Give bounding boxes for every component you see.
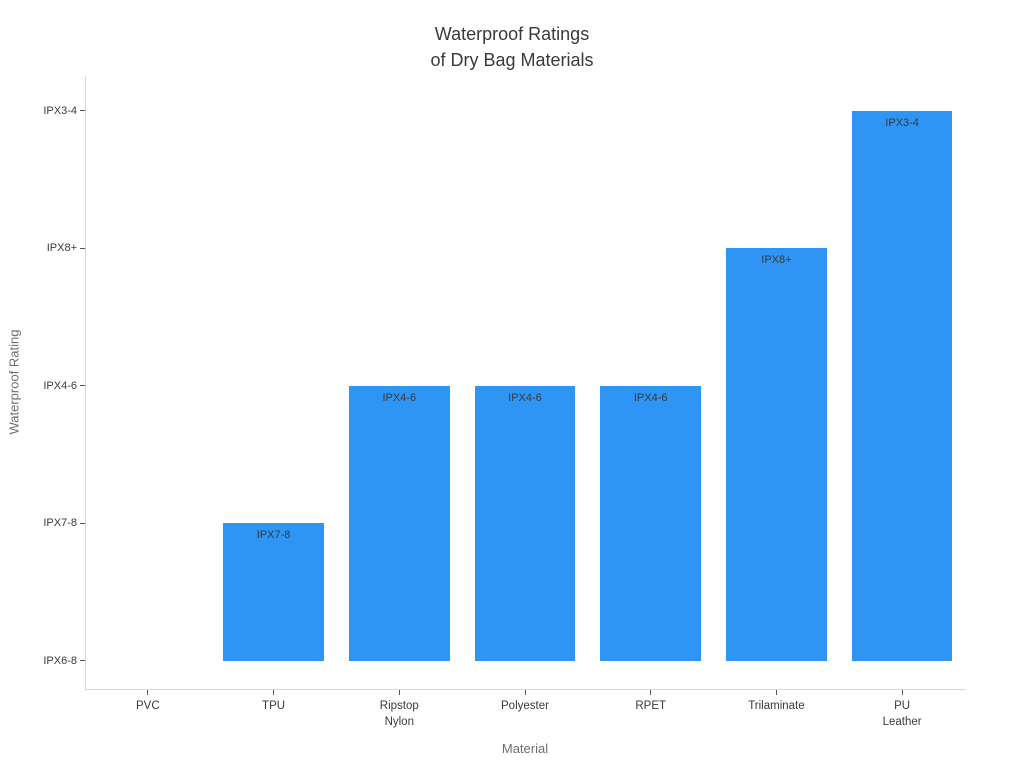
bar-value-label: IPX3-4: [885, 116, 919, 129]
x-tick-mark: [650, 690, 652, 695]
y-tick-label: IPX3-4: [43, 104, 77, 117]
x-tick-label: Trilaminate: [748, 700, 805, 712]
y-tick-mark: [80, 110, 85, 111]
x-tick-mark: [901, 690, 903, 695]
bar-value-label: IPX7-8: [256, 529, 291, 541]
bar: [223, 523, 324, 661]
x-axis-spine: [85, 689, 966, 690]
y-tick-mark: [80, 660, 85, 661]
y-tick-label: IPX6-8: [43, 654, 77, 667]
chart-title: Waterproof Ratings of Dry Bag Materials: [0, 21, 1024, 73]
y-tick-mark: [80, 522, 85, 524]
x-tick-label: TPU: [262, 700, 286, 712]
y-tick-label: IPX7-8: [43, 517, 77, 529]
bar-value-label: IPX4-6: [633, 391, 668, 404]
x-tick-mark: [398, 690, 400, 695]
x-tick-label: RPET: [635, 700, 667, 712]
x-tick-label: Polyester: [501, 700, 549, 712]
chart-title-line-2: of Dry Bag Materials: [430, 50, 594, 70]
x-tick-label: PU Leather: [882, 700, 922, 728]
y-axis-spine: [85, 76, 86, 689]
bar-value-label: IPX4-6: [382, 391, 417, 404]
x-tick-mark: [273, 690, 275, 695]
bar: [600, 385, 701, 661]
y-tick-mark: [80, 247, 85, 249]
bar: [726, 248, 827, 661]
y-tick-label: IPX4-6: [43, 379, 77, 392]
bar: [851, 110, 953, 661]
y-tick-label: IPX8+: [46, 242, 77, 254]
y-tick-mark: [80, 385, 85, 386]
x-tick-mark: [524, 690, 526, 695]
bar-value-label: IPX8+: [761, 254, 792, 266]
x-tick-label: PVC: [136, 700, 160, 712]
bar: [349, 385, 450, 661]
x-tick-mark: [147, 690, 149, 695]
chart-title-line-1: Waterproof Ratings: [434, 24, 590, 44]
x-tick-label: Ripstop Nylon: [379, 700, 419, 728]
x-tick-mark: [775, 690, 777, 695]
y-axis-title: Waterproof Rating: [6, 329, 22, 435]
bar-value-label: IPX4-6: [508, 391, 542, 404]
bar: [474, 385, 576, 661]
x-axis-title: Material: [501, 741, 549, 756]
